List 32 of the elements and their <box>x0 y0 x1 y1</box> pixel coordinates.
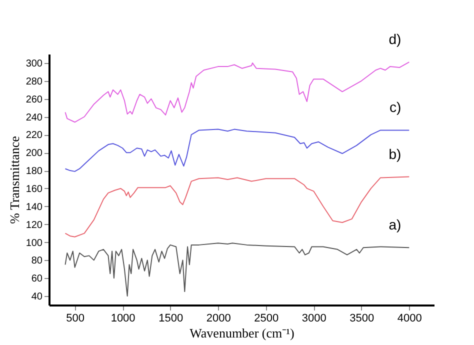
y-tick-label: 220 <box>26 130 43 142</box>
y-tick-label: 140 <box>26 202 43 213</box>
x-tick-label: 3000 <box>302 312 326 324</box>
y-axis-title: % Transmittance <box>6 136 22 224</box>
x-tick-label: 2000 <box>206 312 231 324</box>
y-tick-label: 280 <box>26 76 43 88</box>
line-series <box>64 176 410 238</box>
y-tick-label: 40 <box>31 292 43 303</box>
y-tick-label: 100 <box>26 238 43 249</box>
y-tick-label: 200 <box>26 148 43 160</box>
y-tick-label: 180 <box>26 166 43 178</box>
x-tick-label: 3500 <box>350 312 374 324</box>
y-tick-label: 240 <box>26 112 43 124</box>
line-series <box>64 242 410 297</box>
line-series <box>64 62 410 123</box>
series-label: d) <box>388 31 402 48</box>
series-label: b) <box>388 146 402 162</box>
x-tick-label: 500 <box>66 312 84 324</box>
y-tick-label: 120 <box>26 220 43 231</box>
y-tick-label: 80 <box>31 256 43 267</box>
x-axis-title: Wavenumber (cm⁻¹) <box>190 326 294 340</box>
y-tick-label: 60 <box>31 274 43 285</box>
x-tick-label: 1000 <box>110 312 136 324</box>
series-label: a) <box>388 216 402 233</box>
x-tick-label: 1500 <box>158 312 184 324</box>
x-tick-label: 4000 <box>397 312 422 324</box>
y-tick-label: 300 <box>26 58 43 70</box>
y-tick-label: 160 <box>26 184 43 195</box>
x-tick-label: 2500 <box>254 312 279 324</box>
line-series <box>64 128 410 172</box>
y-tick-label: 260 <box>26 94 43 106</box>
series-label: c) <box>389 99 402 116</box>
